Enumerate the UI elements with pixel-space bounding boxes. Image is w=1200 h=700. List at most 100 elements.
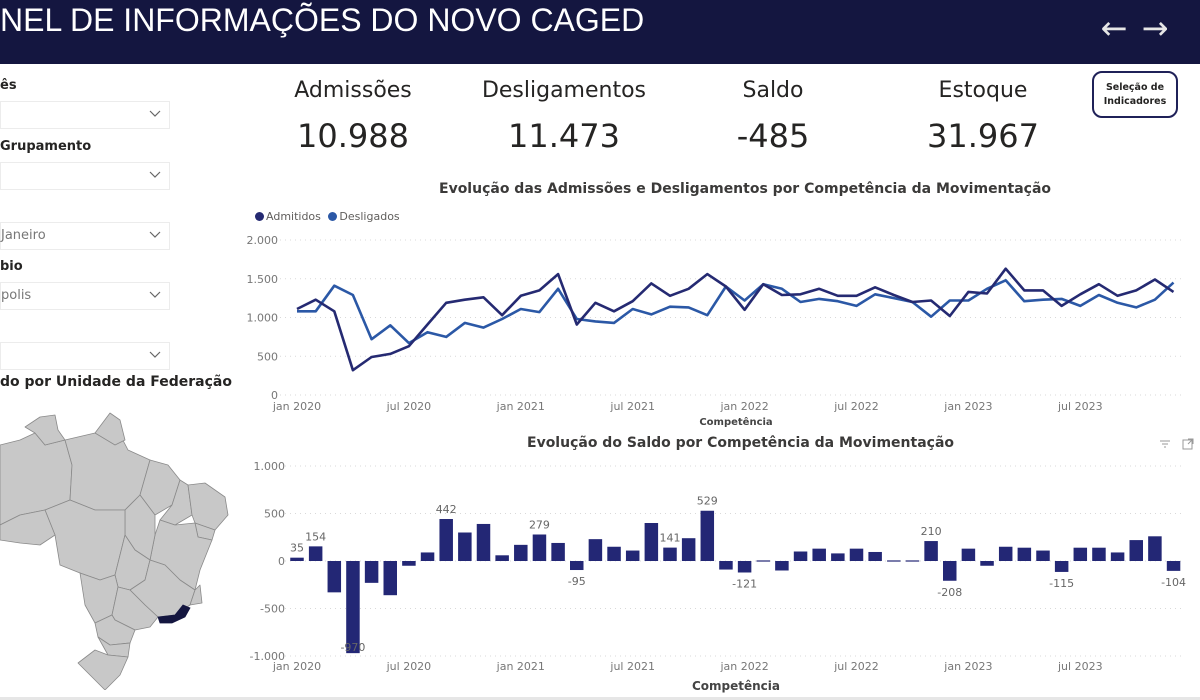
kpi-value: 10.988 [297,117,409,155]
y-tick-label: 1.000 [254,460,286,473]
x-tick-label: jul 2020 [386,660,432,673]
y-tick-label: 0 [278,555,285,568]
data-label: 210 [921,525,942,538]
bar [644,523,659,561]
bar [961,548,976,561]
series-line-desligados [297,278,1175,345]
focus-mode-icon[interactable] [1181,437,1195,451]
map-state-rio-de-janeiro [157,604,191,624]
page-title: NEL DE INFORMAÇÕES DO NOVO CAGED [0,2,645,38]
bar [346,561,360,654]
data-label: -208 [937,586,962,599]
bar-chart[interactable]: -1.000 -500 0 500 1.000 jan 2020 jul 2020 jan 2… [240,455,1200,697]
y-tick-label: -1.000 [250,650,285,663]
map-state [77,649,129,690]
x-tick-label: jan 2020 [272,400,321,413]
bar [308,546,323,561]
map-state [189,584,203,606]
bar [327,561,342,593]
back-arrow-icon[interactable]: ← [1100,9,1128,47]
x-tick-label: jan 2021 [496,660,545,673]
x-tick-label: jan 2021 [496,400,545,413]
bar [905,560,920,562]
filter-label-municipio: bio [0,259,23,274]
bar [663,547,677,561]
bar [420,552,435,561]
kpi-label: Admissões [294,78,412,103]
bar [476,523,491,561]
bar [793,551,808,561]
bar [812,548,826,561]
y-tick-label: 0 [271,389,278,402]
filter-dropdown-5[interactable] [0,342,170,370]
bar [607,546,621,561]
data-label: -970 [340,641,365,654]
bar [625,550,640,561]
x-tick-label: jan 2020 [272,660,321,673]
y-tick-label: 1.500 [247,273,279,286]
brazil-map[interactable] [0,405,240,690]
bar [439,519,453,561]
bar [1129,540,1143,561]
line-chart[interactable]: 0 500 1.000 1.500 2.000 jan 2020 jul 2020 jan 2… [240,225,1200,435]
kpi-saldo: Saldo -485 [673,78,873,155]
bar [681,538,696,561]
legend-label: Admitidos [266,210,321,223]
bar [290,557,304,561]
x-tick-label: jul 2022 [833,660,879,673]
forward-arrow-icon[interactable]: → [1141,9,1169,47]
map-state [187,482,229,531]
bar [737,561,752,573]
bar [1110,552,1125,561]
kpi-desligamentos: Desligamentos 11.473 [464,78,664,155]
map-state [24,414,66,446]
bar [719,561,733,570]
indicator-selection-button[interactable]: Seleção de Indicadores [1092,71,1178,118]
bar [700,510,715,561]
x-tick-label: jul 2021 [609,400,655,413]
data-label: 154 [305,530,326,543]
chevron-down-icon [149,231,161,238]
bar [849,548,864,561]
bar-chart-title: Evolução do Saldo por Competência da Mov… [527,435,955,451]
kpi-value: 31.967 [927,117,1039,155]
y-tick-label: 500 [257,350,278,363]
filter-dropdown-municipio[interactable]: polis [0,282,170,310]
filter-dropdown-uf[interactable]: Janeiro [0,222,170,250]
data-label: -115 [1049,577,1074,590]
data-label: -95 [568,575,586,588]
map-title: do por Unidade da Federação [0,374,232,390]
chevron-down-icon [149,110,161,117]
x-tick-label: jan 2022 [719,400,768,413]
data-label: -121 [732,577,757,590]
x-tick-label: jul 2023 [1057,660,1103,673]
legend-item-admitidos[interactable]: Admitidos [255,210,321,223]
bar [831,553,845,561]
filter-dropdown-grupamento[interactable] [0,162,170,190]
bar [551,542,565,561]
header-bar: NEL DE INFORMAÇÕES DO NOVO CAGED ← → [0,0,1200,64]
filter-icon[interactable] [1158,437,1172,451]
map-state [94,412,126,446]
bar [1148,536,1162,561]
filter-label-mes: ês [0,78,17,93]
filter-value: polis [1,288,32,303]
chevron-down-icon [149,171,161,178]
y-tick-label: 500 [264,508,285,521]
y-tick-label: 1.000 [247,312,279,325]
x-axis-title: Competência [692,679,780,693]
kpi-label: Saldo [742,78,804,103]
bar [364,561,379,583]
kpi-value: -485 [736,117,810,155]
legend-item-desligados[interactable]: Desligados [328,210,400,223]
legend-dot-icon [255,212,264,221]
x-tick-label: jul 2020 [386,400,432,413]
x-tick-label: jul 2021 [609,660,655,673]
bar [1092,547,1106,561]
line-chart-legend: Admitidos Desligados [255,210,404,223]
button-label-line2: Indicadores [1103,96,1167,107]
y-tick-label: -500 [260,603,285,616]
chevron-down-icon [149,291,161,298]
filter-dropdown-mes[interactable] [0,101,170,129]
bar [495,555,509,561]
